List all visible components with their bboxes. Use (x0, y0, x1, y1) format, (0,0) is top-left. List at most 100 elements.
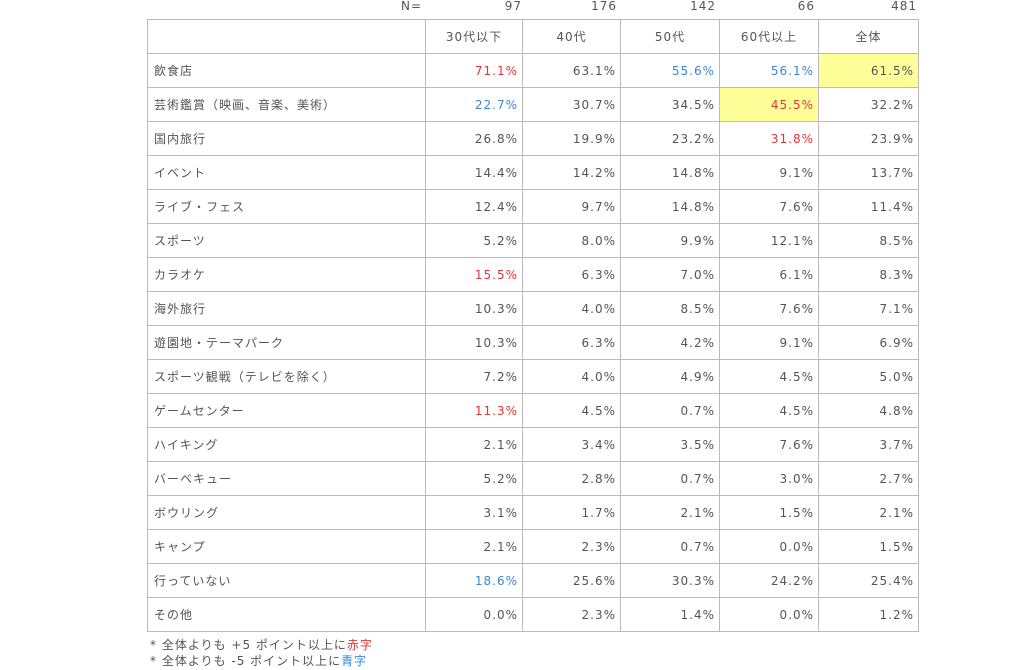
table-row: ライブ・フェス 12.4% 9.7% 14.8% 7.6% 11.4% (147, 189, 919, 224)
value-cell: 10.3% (425, 291, 523, 326)
row-label: イベント (147, 155, 426, 190)
value-cell: 4.5% (719, 393, 819, 428)
value-cell: 30.3% (620, 563, 720, 598)
value-cell: 15.5% (425, 257, 523, 292)
value-cell: 4.0% (522, 359, 621, 394)
footnote-text: * 全体よりも -5 ポイント以上に (150, 654, 342, 668)
value-cell: 2.1% (425, 427, 523, 462)
row-label: 飲食店 (147, 53, 426, 88)
table-row: スポーツ観戦（テレビを除く） 7.2% 4.0% 4.9% 4.5% 5.0% (147, 359, 919, 394)
value-cell: 13.7% (818, 155, 919, 190)
value-cell: 0.0% (425, 597, 523, 632)
value-cell: 25.6% (522, 563, 621, 598)
value-cell: 11.4% (818, 189, 919, 224)
row-label: 行っていない (147, 563, 426, 598)
row-label: ボウリング (147, 495, 426, 530)
sample-size-row: N= 97 176 142 66 481 (0, 0, 1024, 14)
value-cell: 1.2% (818, 597, 919, 632)
row-label: 海外旅行 (147, 291, 426, 326)
value-cell: 9.1% (719, 325, 819, 360)
value-cell: 2.1% (818, 495, 919, 530)
row-label: 遊園地・テーマパーク (147, 325, 426, 360)
value-cell: 32.2% (818, 87, 919, 122)
table-row: ハイキング 2.1% 3.4% 3.5% 7.6% 3.7% (147, 427, 919, 462)
table-body: 飲食店 71.1% 63.1% 55.6% 56.1% 61.5% 芸術鑑賞（映画、音楽、美… (147, 53, 919, 632)
column-header: 50代 (620, 19, 720, 54)
value-cell: 4.5% (522, 393, 621, 428)
value-cell: 2.8% (522, 461, 621, 496)
row-label: ゲームセンター (147, 393, 426, 428)
value-cell: 6.3% (522, 257, 621, 292)
value-cell: 0.0% (719, 529, 819, 564)
column-header: 40代 (522, 19, 621, 54)
value-cell: 7.6% (719, 291, 819, 326)
table-header-row: 30代以下 40代 50代 60代以上 全体 (147, 19, 919, 54)
value-cell: 5.2% (425, 223, 523, 258)
value-cell: 14.4% (425, 155, 523, 190)
table-row: その他 0.0% 2.3% 1.4% 0.0% 1.2% (147, 597, 919, 632)
table-row: 行っていない 18.6% 25.6% 30.3% 24.2% 25.4% (147, 563, 919, 598)
table-row: 海外旅行 10.3% 4.0% 8.5% 7.6% 7.1% (147, 291, 919, 326)
row-label: カラオケ (147, 257, 426, 292)
value-cell: 0.0% (719, 597, 819, 632)
sample-size-30s: 97 (504, 0, 522, 13)
value-cell: 71.1% (425, 53, 523, 88)
table-row: ボウリング 3.1% 1.7% 2.1% 1.5% 2.1% (147, 495, 919, 530)
value-cell: 2.1% (425, 529, 523, 564)
value-cell: 3.4% (522, 427, 621, 462)
value-cell: 12.4% (425, 189, 523, 224)
value-cell: 25.4% (818, 563, 919, 598)
value-cell: 0.7% (620, 393, 720, 428)
row-label: スポーツ観戦（テレビを除く） (147, 359, 426, 394)
value-cell: 3.1% (425, 495, 523, 530)
value-cell: 14.8% (620, 155, 720, 190)
value-cell: 3.0% (719, 461, 819, 496)
value-cell: 24.2% (719, 563, 819, 598)
value-cell: 7.0% (620, 257, 720, 292)
table-row: カラオケ 15.5% 6.3% 7.0% 6.1% 8.3% (147, 257, 919, 292)
value-cell: 63.1% (522, 53, 621, 88)
column-header: 全体 (818, 19, 919, 54)
footnote-highlight: 赤字 (346, 638, 373, 652)
value-cell: 12.1% (719, 223, 819, 258)
table-row: イベント 14.4% 14.2% 14.8% 9.1% 13.7% (147, 155, 919, 190)
value-cell: 5.0% (818, 359, 919, 394)
value-cell: 8.3% (818, 257, 919, 292)
value-cell: 4.5% (719, 359, 819, 394)
footnote-text: * 全体よりも +5 ポイント以上に (150, 638, 347, 652)
table-row: 遊園地・テーマパーク 10.3% 6.3% 4.2% 9.1% 6.9% (147, 325, 919, 360)
value-cell: 34.5% (620, 87, 720, 122)
leisure-activity-table: 30代以下 40代 50代 60代以上 全体 飲食店 71.1% 63.1% 55.6… (147, 19, 919, 632)
value-cell: 14.2% (522, 155, 621, 190)
sample-size-total: 481 (891, 0, 917, 13)
value-cell: 30.7% (522, 87, 621, 122)
column-header: 60代以上 (719, 19, 819, 54)
value-cell: 23.2% (620, 121, 720, 156)
value-cell: 0.7% (620, 529, 720, 564)
sample-size-60s: 66 (797, 0, 815, 13)
value-cell: 2.3% (522, 597, 621, 632)
value-cell: 3.5% (620, 427, 720, 462)
table-row: キャンプ 2.1% 2.3% 0.7% 0.0% 1.5% (147, 529, 919, 564)
value-cell: 18.6% (425, 563, 523, 598)
value-cell: 4.8% (818, 393, 919, 428)
value-cell: 1.5% (818, 529, 919, 564)
value-cell: 31.8% (719, 121, 819, 156)
value-cell: 56.1% (719, 53, 819, 88)
value-cell: 1.7% (522, 495, 621, 530)
row-label: 国内旅行 (147, 121, 426, 156)
value-cell: 3.7% (818, 427, 919, 462)
column-header: 30代以下 (425, 19, 523, 54)
value-cell: 7.2% (425, 359, 523, 394)
row-label: ハイキング (147, 427, 426, 462)
header-corner (147, 19, 426, 54)
footnote-highlight: 青字 (341, 654, 368, 668)
row-label: キャンプ (147, 529, 426, 564)
value-cell: 8.5% (620, 291, 720, 326)
value-cell: 2.7% (818, 461, 919, 496)
value-cell: 23.9% (818, 121, 919, 156)
value-cell: 2.1% (620, 495, 720, 530)
value-cell: 8.0% (522, 223, 621, 258)
sample-size-label: N= (400, 0, 422, 13)
value-cell: 5.2% (425, 461, 523, 496)
